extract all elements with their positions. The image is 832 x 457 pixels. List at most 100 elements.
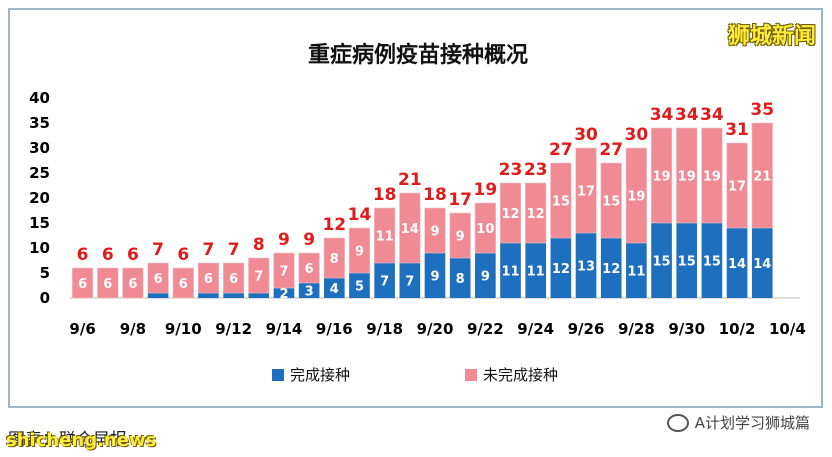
x-tick-label: 9/6	[69, 320, 95, 338]
segment-label-incomplete: 7	[279, 265, 288, 280]
bar-segment-completed	[500, 243, 521, 298]
segment-label-incomplete: 15	[602, 195, 620, 210]
total-label: 18	[373, 185, 397, 205]
bar-segment-completed	[223, 293, 244, 298]
bar-segment-incomplete	[575, 147, 597, 234]
segment-label-incomplete: 19	[627, 190, 645, 205]
bar-segment-completed	[349, 273, 370, 298]
bar-segment-incomplete	[474, 202, 496, 254]
total-label: 31	[725, 120, 749, 140]
legend: 完成接种 未完成接种	[272, 366, 558, 384]
bar-segment-completed	[298, 283, 320, 298]
segment-label-incomplete: 21	[753, 170, 771, 185]
total-label: 27	[549, 140, 573, 160]
segment-label-completed: 11	[627, 265, 645, 280]
account-name: A计划学习狮城篇	[694, 414, 810, 432]
total-label: 19	[474, 180, 498, 200]
bar-segment-incomplete	[298, 252, 320, 284]
total-label: 27	[599, 140, 623, 160]
bar-segment-completed	[248, 293, 270, 298]
bar-segment-completed	[751, 228, 773, 298]
x-tick-label: 10/2	[719, 320, 756, 338]
segment-label-incomplete: 8	[330, 252, 339, 267]
segment-label-completed: 11	[501, 265, 519, 280]
x-axis: 9/6 9/8 9/10 9/12 9/14 9/16 9/18 9/20 9/22 9/24 9/…	[69, 297, 806, 338]
bar-segment-incomplete	[399, 192, 421, 264]
total-label: 8	[253, 235, 265, 255]
bar-segment-completed	[374, 263, 395, 298]
bar-segment-incomplete	[676, 127, 698, 224]
total-label: 34	[700, 105, 724, 125]
y-tick-label: 5	[40, 264, 50, 282]
bar-segment-incomplete	[550, 162, 572, 239]
total-label: 23	[524, 160, 548, 180]
segment-label-incomplete: 9	[456, 230, 465, 245]
bar-segment-incomplete	[172, 267, 194, 299]
total-label: 30	[625, 125, 649, 145]
segment-label-completed: 7	[405, 275, 414, 290]
bar-segment-completed	[424, 253, 446, 298]
watermark-top: 狮城新闻	[727, 24, 816, 49]
bar-segment-completed	[550, 238, 572, 298]
bar-segment-completed	[273, 288, 295, 298]
x-tick-label: 9/26	[568, 320, 605, 338]
bar-segment-incomplete	[499, 182, 522, 244]
bar-segment-incomplete	[71, 267, 94, 299]
y-tick-label: 35	[29, 114, 50, 132]
legend-label-incomplete: 未完成接种	[483, 366, 558, 384]
segment-label-completed: 15	[703, 255, 721, 270]
segment-label-completed: 7	[380, 275, 389, 290]
total-label: 17	[448, 190, 472, 210]
segment-label-completed: 5	[355, 280, 364, 295]
bar-segment-incomplete	[600, 162, 622, 239]
bar-segment-completed	[525, 243, 547, 298]
bar-segment-completed	[651, 223, 672, 298]
segment-label-completed: 9	[481, 270, 490, 285]
x-tick-label: 9/16	[316, 320, 353, 338]
segment-label-incomplete: 6	[128, 277, 137, 292]
y-tick-label: 40	[29, 89, 50, 107]
total-label: 35	[750, 100, 774, 120]
total-label: 7	[203, 240, 215, 260]
bar-segment-incomplete	[751, 122, 773, 229]
y-tick-label: 20	[29, 189, 50, 207]
chart-frame: 重症病例疫苗接种概况 0 5 10 15 20 25 30 35 40 9/6 9/8 9/10 9/…	[8, 8, 823, 408]
total-label: 6	[127, 245, 139, 265]
watermark-bottom: shicheng.news	[6, 430, 157, 451]
legend-swatch-completed	[272, 369, 284, 381]
wechat-icon	[666, 413, 689, 432]
bar-segment-incomplete	[625, 147, 647, 244]
segment-label-completed: 14	[753, 257, 771, 272]
y-axis: 0 5 10 15 20 25 30 35 40	[29, 89, 50, 307]
bar-segment-incomplete	[374, 207, 396, 264]
chart-title: 重症病例疫苗接种概况	[308, 42, 528, 68]
segment-label-incomplete: 6	[179, 277, 188, 292]
total-label: 34	[675, 105, 699, 125]
segment-label-completed: 14	[728, 257, 746, 272]
account-tag[interactable]: A计划学习狮城篇	[666, 412, 810, 433]
x-tick-label: 9/24	[517, 320, 554, 338]
segment-label-incomplete: 17	[728, 180, 746, 195]
x-tick-label: 9/12	[215, 320, 252, 338]
segment-label-incomplete: 6	[229, 272, 238, 287]
y-tick-label: 0	[40, 289, 50, 307]
segment-label-incomplete: 6	[204, 272, 213, 287]
segment-label-completed: 3	[305, 285, 314, 300]
legend-swatch-incomplete	[465, 369, 477, 381]
x-tick-label: 9/20	[417, 320, 454, 338]
segment-label-incomplete: 12	[527, 207, 545, 222]
total-label: 9	[303, 230, 315, 250]
segment-label-incomplete: 15	[552, 195, 570, 210]
total-label: 7	[152, 240, 164, 260]
x-tick-label: 9/18	[366, 320, 403, 338]
segment-label-incomplete: 19	[678, 170, 696, 185]
bar-segment-incomplete	[122, 267, 144, 299]
total-label: 18	[423, 185, 447, 205]
y-tick-label: 15	[29, 214, 50, 232]
total-label: 14	[348, 205, 372, 225]
segment-label-incomplete: 14	[401, 222, 419, 237]
bars: 6666666766676778279369481259147111871421…	[71, 100, 774, 302]
segment-label-completed: 8	[456, 272, 465, 287]
chart-source: 图表：联合早报	[8, 430, 127, 450]
